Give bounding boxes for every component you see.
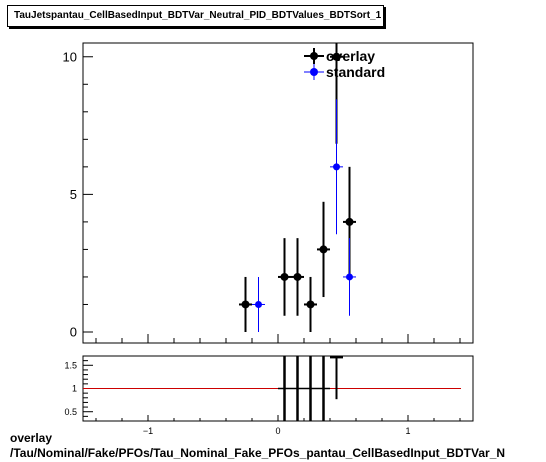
ratio-y-tick-label: 1.5 xyxy=(64,361,77,371)
ratio-x-tick-label: 0 xyxy=(275,426,280,436)
caption-line-1: overlay xyxy=(10,431,53,445)
main-frame xyxy=(82,42,474,344)
legend-marker-standard xyxy=(310,68,318,76)
caption-line-2: /Tau/Nominal/Fake/PFOs/Tau_Nominal_Fake_… xyxy=(10,446,506,460)
main-y-tick-label: 10 xyxy=(63,49,77,64)
legend-label-overlay: overlay xyxy=(326,48,375,64)
main-y-tick-label: 0 xyxy=(70,325,77,340)
ratio-y-tick-label: 0.5 xyxy=(64,407,77,417)
ratio-x-tick-label: 1 xyxy=(405,426,410,436)
legend-label-standard: standard xyxy=(326,64,385,80)
main-y-tick-label: 5 xyxy=(70,187,77,202)
legend-marker-overlay xyxy=(310,52,318,60)
standard-marker xyxy=(255,300,262,308)
overlay-marker xyxy=(306,300,315,309)
ratio-plot-panel: 0.5 1 1.5 −1 0 1 xyxy=(64,355,474,436)
histogram-title: TauJetspantau_CellBasedInput_BDTVar_Neut… xyxy=(14,10,382,21)
standard-marker xyxy=(333,163,340,171)
ratio-y-tick-label: 1 xyxy=(72,384,77,394)
overlay-marker xyxy=(345,217,354,226)
overlay-marker xyxy=(241,300,250,309)
histogram-title-box: TauJetspantau_CellBasedInput_BDTVar_Neut… xyxy=(7,5,384,27)
overlay-marker xyxy=(293,272,302,281)
overlay-marker xyxy=(332,52,341,61)
standard-marker xyxy=(346,273,353,281)
overlay-marker xyxy=(319,245,328,254)
ratio-x-tick-label: −1 xyxy=(143,426,153,436)
overlay-marker xyxy=(280,272,289,281)
